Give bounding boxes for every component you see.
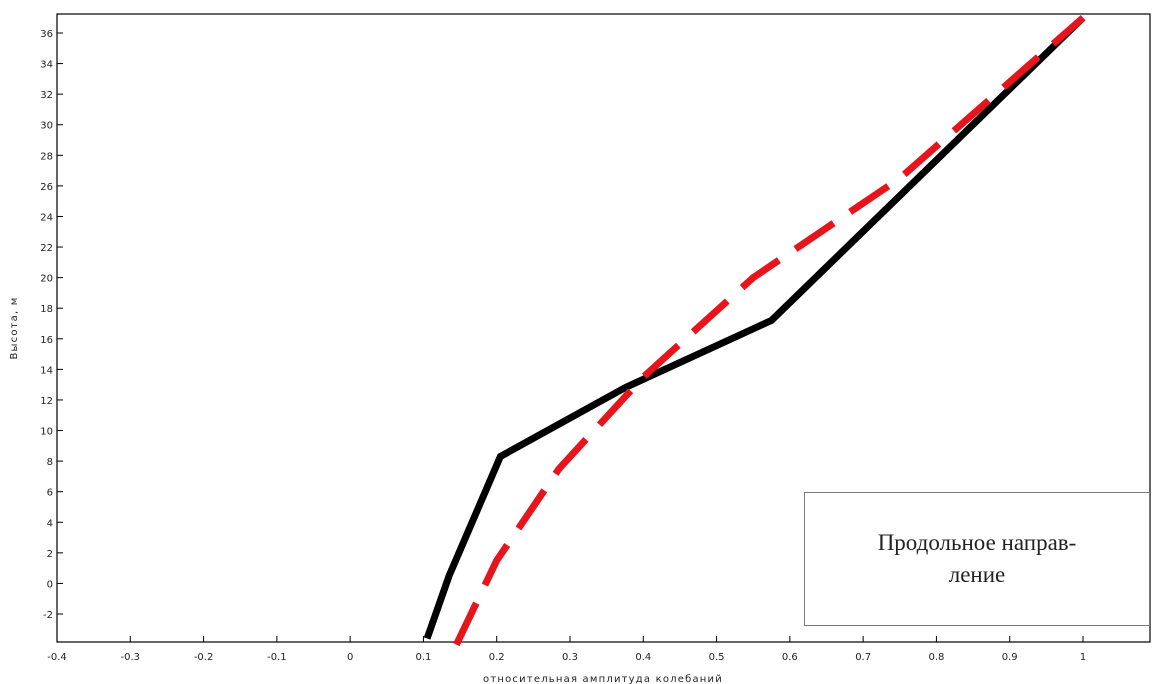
y-tick-label: 16 [40, 335, 53, 346]
y-tick-label: 22 [40, 243, 53, 254]
y-tick-label: -2 [43, 610, 53, 621]
x-tick-label: -0.4 [47, 652, 67, 663]
series-line-1 [423, 15, 1086, 640]
y-tick-label: 12 [40, 396, 53, 407]
annotation-text: Продольное направ- ление [877, 530, 1077, 587]
y-axis-title: Высота, м [9, 296, 20, 359]
y-tick-label: 30 [40, 121, 53, 132]
x-axis-title: относительная амплитуда колебаний [483, 674, 723, 684]
y-tick-label: 24 [40, 212, 53, 223]
y-tick-label: 20 [40, 274, 53, 285]
x-tick-label: 1 [1080, 652, 1086, 663]
y-tick-label: 6 [47, 488, 53, 499]
x-tick-label: -0.3 [121, 652, 141, 663]
y-tick-label: 0 [47, 579, 53, 590]
y-tick-label: 10 [40, 427, 53, 438]
y-tick-label: 28 [40, 151, 53, 162]
y-tick-label: 36 [40, 29, 53, 40]
series-line-2 [453, 15, 1086, 647]
x-tick-label: 0.1 [415, 652, 431, 663]
x-tick-label: -0.1 [267, 652, 287, 663]
y-tick-label: 34 [40, 60, 53, 71]
y-tick-label: 18 [40, 304, 53, 315]
annotation-box: Продольное направ- ление [804, 492, 1150, 626]
y-tick-label: 32 [40, 90, 53, 101]
y-tick-label: 4 [47, 518, 53, 529]
x-tick-label: 0.9 [1002, 652, 1018, 663]
x-axis-ticks: -0.4 -0.3 -0.2 -0.1 0 0.1 0.2 0.3 0.4 0.5 0.6 0.7 0.… [47, 636, 1086, 663]
y-tick-label: 14 [40, 365, 53, 376]
x-tick-label: 0.4 [635, 652, 651, 663]
x-tick-label: 0.3 [562, 652, 578, 663]
y-tick-label: 2 [47, 549, 53, 560]
x-tick-label: 0.5 [709, 652, 725, 663]
x-tick-label: -0.2 [194, 652, 214, 663]
x-tick-label: 0.7 [855, 652, 871, 663]
x-tick-label: 0.2 [489, 652, 505, 663]
y-tick-label: 8 [47, 457, 53, 468]
y-tick-label: 26 [40, 182, 53, 193]
x-tick-label: 0.6 [782, 652, 798, 663]
series-layer [423, 15, 1086, 647]
x-tick-label: 0 [347, 652, 353, 663]
x-tick-label: 0.8 [928, 652, 944, 663]
